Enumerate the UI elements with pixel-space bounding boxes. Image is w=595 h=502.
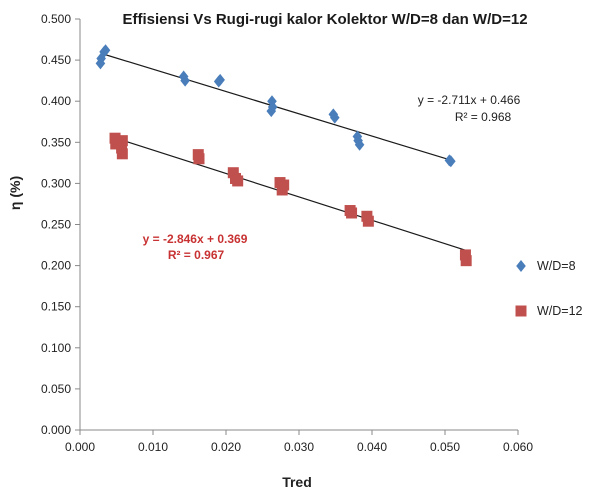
x-tick-label: 0.040 (357, 440, 387, 454)
y-axis-ticks: 0.000 0.050 0.100 0.150 0.200 0.250 0.300 0.350… (41, 12, 80, 437)
x-axis-ticks: 0.000 0.010 0.020 0.030 0.040 0.050 0.060 (65, 430, 533, 454)
data-point-w-d-8 (267, 95, 277, 108)
y-tick-label: 0.150 (41, 300, 71, 314)
data-point-w-d-12 (346, 207, 358, 219)
data-point-w-d-12 (116, 148, 128, 160)
x-tick-label: 0.060 (503, 440, 533, 454)
data-point-w-d-8 (446, 155, 456, 168)
data-point-w-d-12 (232, 175, 244, 187)
x-axis-title: Tred (282, 474, 312, 490)
y-tick-label: 0.350 (41, 135, 71, 149)
trendline-r-squared-w-d-12: R² = 0.967 (168, 248, 225, 262)
trendline-equation-w-d-12: y = -2.846x + 0.369 (143, 232, 248, 246)
data-point-w-d-8 (354, 138, 365, 151)
legend-marker-diamond (516, 260, 526, 272)
data-point-w-d-8 (329, 111, 340, 124)
y-tick-label: 0.250 (41, 218, 71, 232)
series-points (95, 44, 472, 267)
trendline-r-squared-w-d-8: R² = 0.968 (455, 110, 512, 124)
data-point-w-d-12 (116, 142, 128, 154)
legend-label-w-d-12: W/D=12 (537, 304, 583, 318)
y-tick-label: 0.300 (41, 176, 71, 190)
data-point-w-d-8 (100, 44, 111, 57)
x-tick-label: 0.000 (65, 440, 95, 454)
y-tick-label: 0.100 (41, 341, 71, 355)
x-tick-label: 0.030 (284, 440, 314, 454)
y-tick-label: 0.050 (41, 382, 71, 396)
data-point-w-d-8 (180, 74, 190, 87)
data-point-w-d-8 (215, 73, 225, 86)
data-point-w-d-12 (116, 135, 128, 147)
data-point-w-d-12 (362, 215, 374, 227)
data-point-w-d-12 (459, 249, 471, 261)
data-point-w-d-12 (276, 184, 288, 196)
data-point-w-d-12 (227, 167, 239, 179)
legend: W/D=8 W/D=12 (515, 259, 583, 318)
legend-item-w-d-12: W/D=12 (515, 304, 583, 318)
y-tick-label: 0.500 (41, 12, 71, 26)
trendline-w-d-12 (116, 137, 468, 252)
data-point-w-d-12 (193, 153, 205, 165)
x-tick-label: 0.010 (138, 440, 168, 454)
legend-marker-square (515, 305, 527, 317)
legend-item-w-d-8: W/D=8 (516, 259, 576, 273)
trendline-equation-w-d-8: y = -2.711x + 0.466 (418, 93, 521, 107)
legend-label-w-d-8: W/D=8 (537, 259, 576, 273)
data-point-w-d-8 (266, 105, 277, 118)
y-tick-label: 0.450 (41, 53, 71, 67)
y-axis-title: η (%) (7, 176, 23, 210)
y-tick-label: 0.400 (41, 94, 71, 108)
y-tick-label: 0.200 (41, 259, 71, 273)
data-point-w-d-12 (460, 255, 472, 267)
chart-title: Effisiensi Vs Rugi-rugi kalor Kolektor W… (122, 11, 527, 28)
trendlines (101, 53, 468, 252)
y-tick-label: 0.000 (41, 423, 71, 437)
x-tick-label: 0.020 (211, 440, 241, 454)
x-tick-label: 0.050 (430, 440, 460, 454)
